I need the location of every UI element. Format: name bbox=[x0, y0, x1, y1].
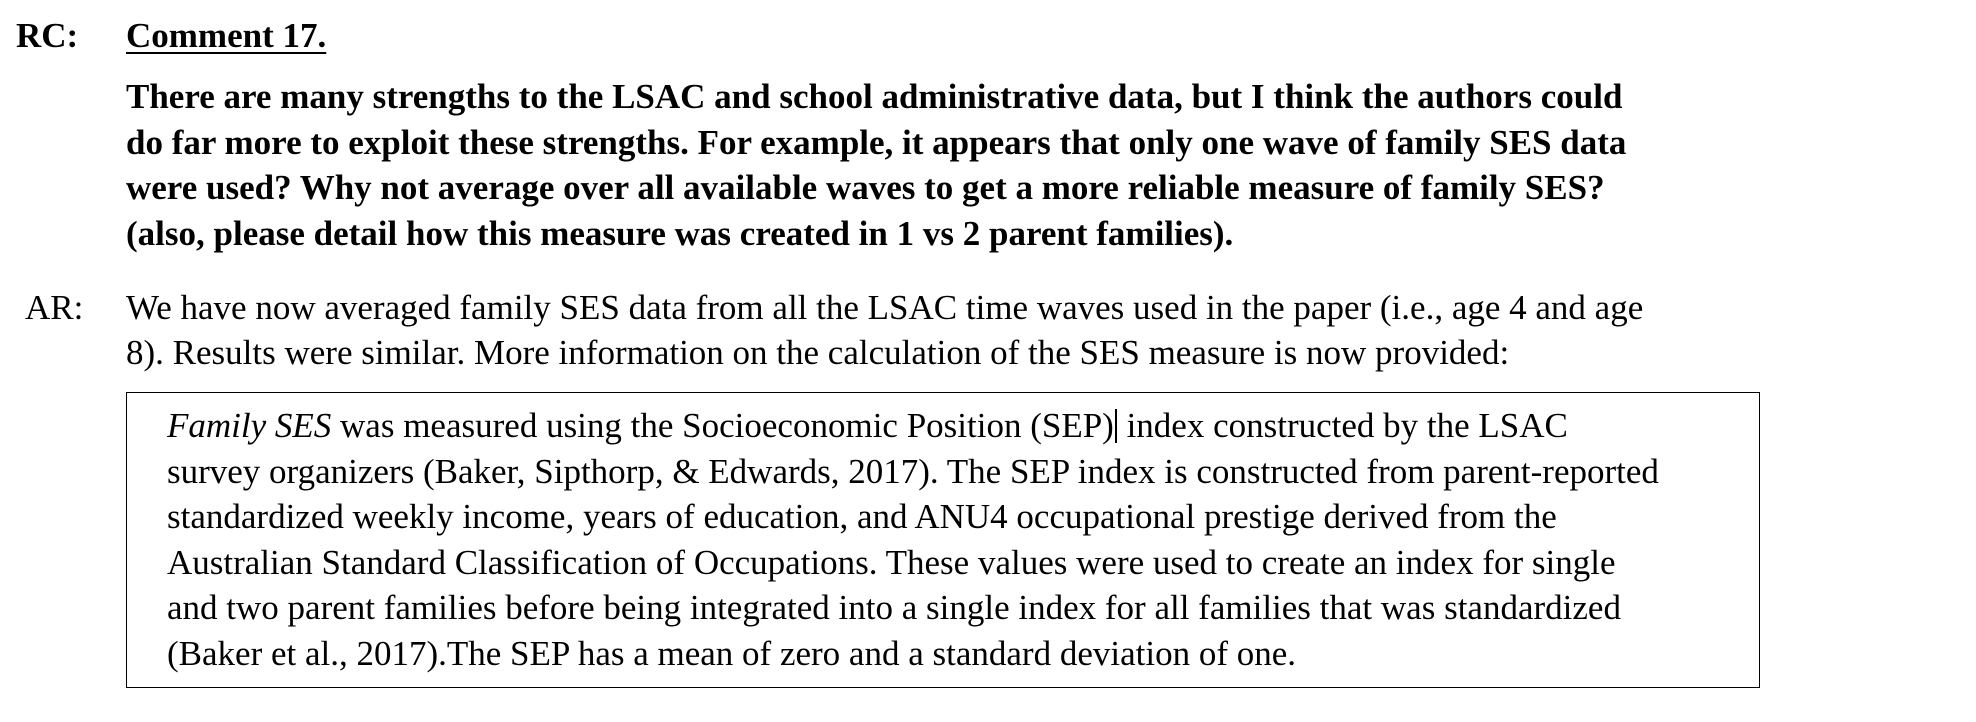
italic-term: Family SES bbox=[167, 406, 332, 445]
reviewer-comment-line: do far more to exploit these strengths. … bbox=[126, 122, 1627, 162]
reviewer-comment-tag: RC: bbox=[16, 16, 79, 55]
text-cursor bbox=[1114, 409, 1117, 443]
quoted-excerpt-box: Family SES was measured using the Socioe… bbox=[126, 392, 1760, 688]
author-response-line: We have now averaged family SES data fro… bbox=[126, 288, 1644, 327]
reviewer-comment-text: There are many strengths to the LSAC and… bbox=[126, 74, 1766, 257]
quoted-excerpt-line: Family SES was measured using the Socioe… bbox=[167, 403, 1767, 449]
quoted-excerpt-line: and two parent families before being int… bbox=[167, 588, 1621, 628]
reviewer-comment-line: were used? Why not average over all avai… bbox=[126, 168, 1605, 208]
quoted-excerpt-segment: was measured using the Socioeconomic Pos… bbox=[331, 406, 1114, 445]
reviewer-comment-line: There are many strengths to the LSAC and… bbox=[126, 77, 1623, 116]
quoted-excerpt-text[interactable]: Family SES was measured using the Socioe… bbox=[167, 403, 1767, 677]
author-response-tag: AR: bbox=[25, 288, 84, 327]
quoted-excerpt-line: Australian Standard Classification of Oc… bbox=[167, 542, 1616, 582]
quoted-excerpt-line: (Baker et al., 2017).The SEP has a mean … bbox=[167, 633, 1297, 673]
reviewer-comment-line: (also, please detail how this measure wa… bbox=[126, 214, 1234, 254]
quoted-excerpt-line: survey organizers (Baker, Sipthorp, & Ed… bbox=[167, 451, 1659, 491]
quoted-excerpt-line: standardized weekly income, years of edu… bbox=[167, 497, 1557, 537]
quoted-excerpt-segment: index constructed by the LSAC bbox=[1117, 406, 1568, 445]
comment-heading: Comment 17. bbox=[126, 16, 327, 55]
author-response-text: We have now averaged family SES data fro… bbox=[126, 285, 1766, 375]
author-response-line: 8). Results were similar. More informati… bbox=[126, 333, 1510, 372]
